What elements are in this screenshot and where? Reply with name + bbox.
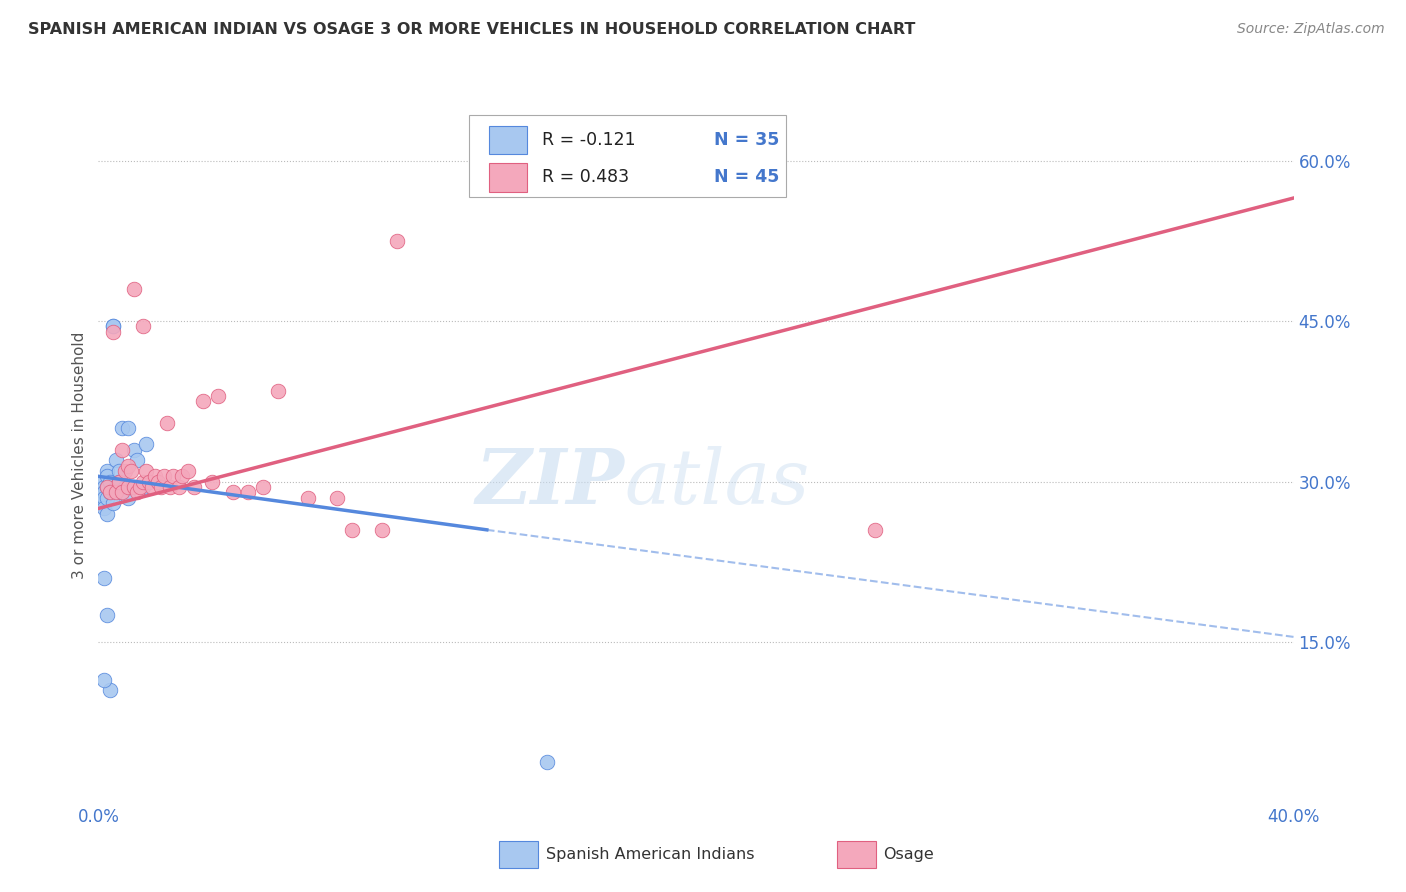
Point <box>108 475 131 489</box>
Point <box>129 480 152 494</box>
Point <box>172 469 194 483</box>
Y-axis label: 3 or more Vehicles in Household: 3 or more Vehicles in Household <box>72 331 87 579</box>
Point <box>100 485 122 500</box>
Point <box>96 480 118 494</box>
Point <box>385 234 409 248</box>
Text: atlas: atlas <box>624 446 810 520</box>
Point <box>326 491 349 505</box>
Text: R = 0.483: R = 0.483 <box>541 169 628 186</box>
Point <box>201 475 224 489</box>
Point <box>162 469 184 483</box>
Point <box>111 421 134 435</box>
Point <box>191 394 214 409</box>
Point <box>103 319 125 334</box>
Point <box>93 480 115 494</box>
Point <box>236 485 259 500</box>
Point <box>108 464 131 478</box>
Point <box>141 480 163 494</box>
Point <box>150 480 173 494</box>
Point <box>714 164 737 178</box>
Point <box>865 523 887 537</box>
Point <box>105 485 128 500</box>
Text: ZIP: ZIP <box>475 446 624 520</box>
Point <box>183 480 205 494</box>
Point <box>108 475 131 489</box>
Point <box>93 571 115 585</box>
Text: Osage: Osage <box>883 847 934 862</box>
Point <box>100 683 122 698</box>
Point <box>93 501 115 516</box>
Point <box>252 480 274 494</box>
Point <box>111 442 134 457</box>
Point <box>124 442 146 457</box>
Point <box>148 475 170 489</box>
Text: R = -0.121: R = -0.121 <box>541 131 636 149</box>
Point <box>132 475 155 489</box>
Point <box>120 480 142 494</box>
Point <box>120 464 142 478</box>
Point <box>90 496 112 510</box>
Point <box>117 458 139 473</box>
Point <box>156 416 179 430</box>
Point <box>371 523 394 537</box>
Point <box>96 480 118 494</box>
Point <box>207 389 229 403</box>
Point <box>93 485 115 500</box>
Point <box>96 464 118 478</box>
Point <box>124 282 146 296</box>
Point <box>90 475 112 489</box>
Point <box>135 437 157 451</box>
Point <box>103 496 125 510</box>
Point <box>167 480 190 494</box>
Point <box>297 491 319 505</box>
Text: SPANISH AMERICAN INDIAN VS OSAGE 3 OR MORE VEHICLES IN HOUSEHOLD CORRELATION CHA: SPANISH AMERICAN INDIAN VS OSAGE 3 OR MO… <box>28 22 915 37</box>
Point <box>117 480 139 494</box>
Point <box>100 475 122 489</box>
Point <box>114 480 136 494</box>
Point <box>267 384 290 398</box>
Text: Source: ZipAtlas.com: Source: ZipAtlas.com <box>1237 22 1385 37</box>
Point <box>111 485 134 500</box>
Point <box>105 480 128 494</box>
Point <box>93 491 115 505</box>
Point <box>124 480 146 494</box>
Point <box>96 608 118 623</box>
Point <box>103 325 125 339</box>
Point <box>132 480 155 494</box>
Text: N = 45: N = 45 <box>714 169 779 186</box>
FancyBboxPatch shape <box>470 115 786 197</box>
Point <box>96 491 118 505</box>
Point <box>536 755 558 769</box>
Point <box>111 485 134 500</box>
Point <box>100 485 122 500</box>
Point <box>114 464 136 478</box>
Point <box>159 480 181 494</box>
Point <box>96 469 118 483</box>
Point <box>96 507 118 521</box>
Point <box>342 523 364 537</box>
Point <box>222 485 245 500</box>
Point <box>127 453 149 467</box>
FancyBboxPatch shape <box>489 126 527 154</box>
Point <box>117 421 139 435</box>
Point <box>138 475 160 489</box>
Point <box>103 319 125 334</box>
Point <box>143 469 166 483</box>
FancyBboxPatch shape <box>489 163 527 192</box>
Text: Spanish American Indians: Spanish American Indians <box>546 847 754 862</box>
Text: N = 35: N = 35 <box>714 131 779 149</box>
Point <box>127 485 149 500</box>
Point <box>153 469 176 483</box>
Point <box>117 491 139 505</box>
Point <box>105 453 128 467</box>
Point <box>132 319 155 334</box>
Point <box>93 673 115 687</box>
Point <box>177 464 200 478</box>
Point <box>135 464 157 478</box>
